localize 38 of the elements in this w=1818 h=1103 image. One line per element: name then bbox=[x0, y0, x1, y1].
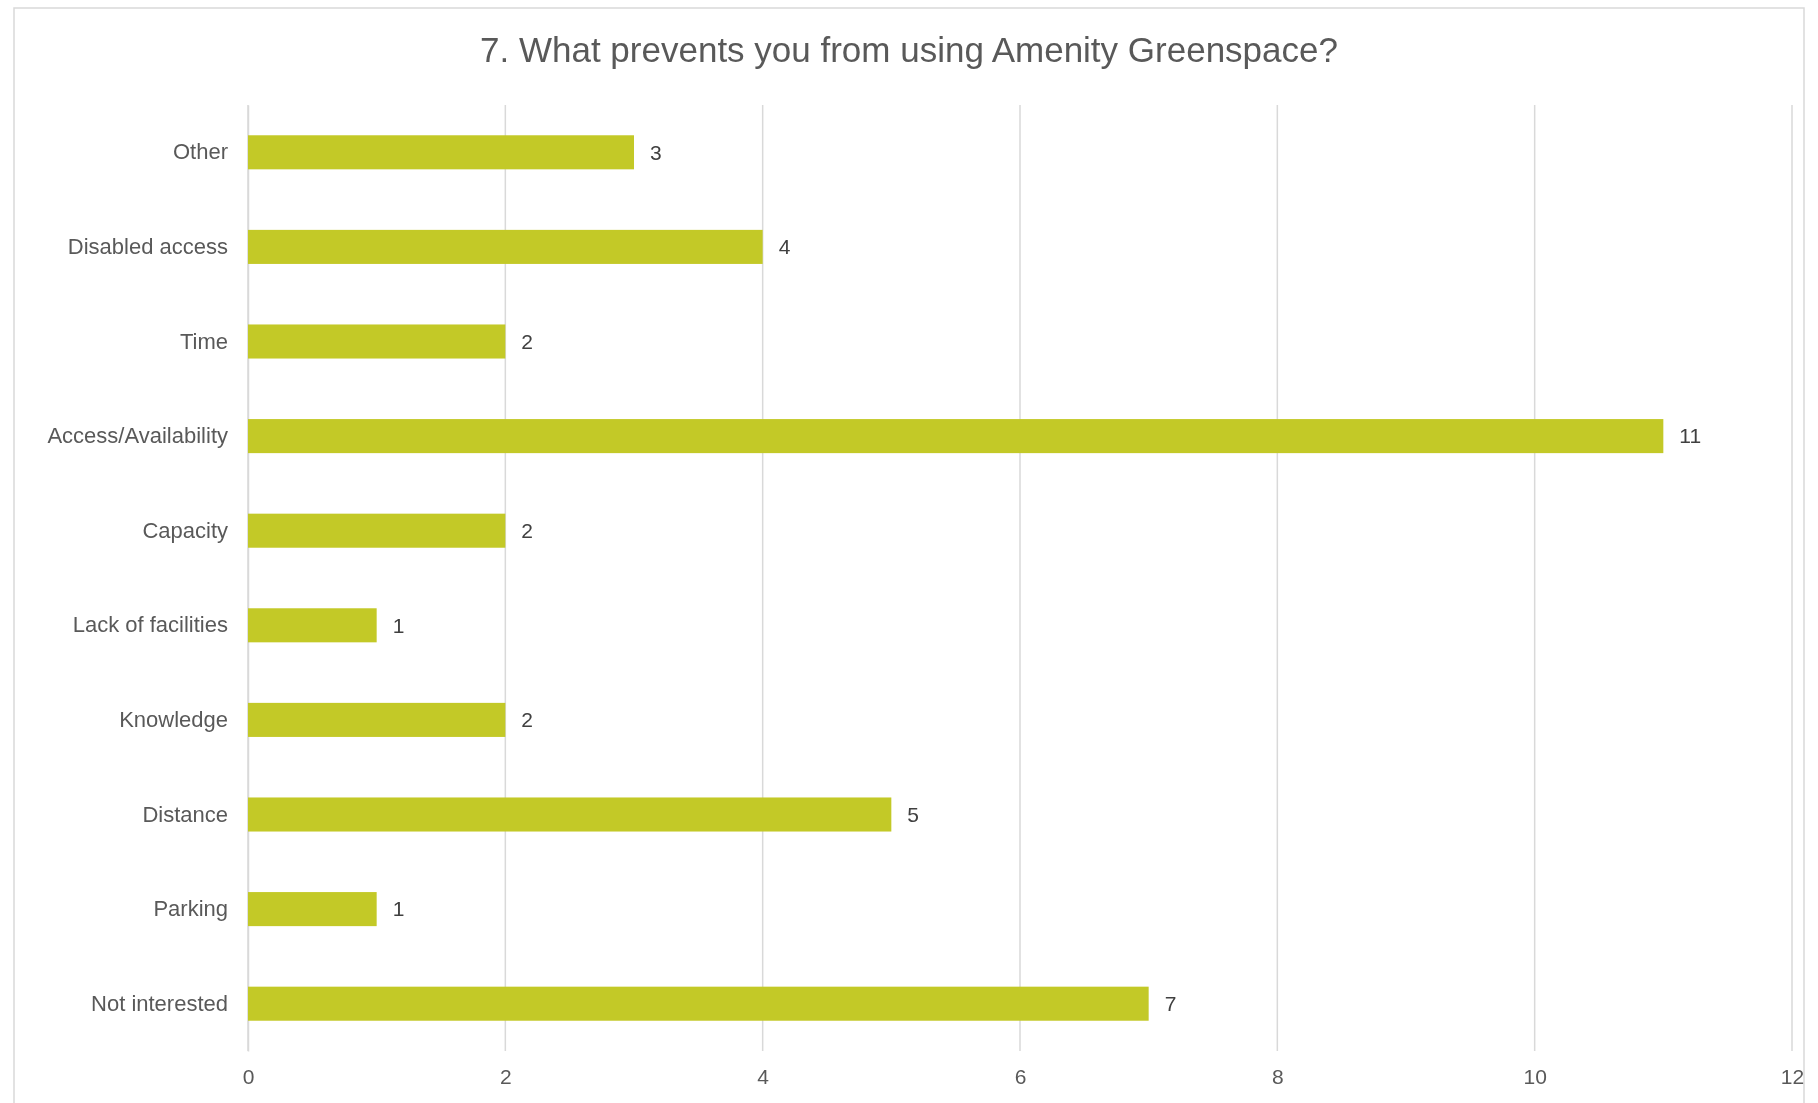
bar bbox=[248, 797, 892, 832]
y-tick-label: Not interested bbox=[91, 990, 228, 1016]
y-tick-label: Distance bbox=[142, 801, 228, 827]
data-label: 1 bbox=[392, 613, 405, 637]
x-tick-label: 6 bbox=[1014, 1064, 1027, 1088]
y-tick-label: Access/Availability bbox=[47, 423, 228, 449]
data-label: 2 bbox=[521, 708, 534, 732]
bar bbox=[248, 324, 506, 359]
x-tick-label: 12 bbox=[1780, 1064, 1805, 1088]
y-tick-label: Disabled access bbox=[67, 233, 228, 259]
data-label: 3 bbox=[650, 140, 662, 164]
bar bbox=[248, 608, 377, 643]
data-label: 4 bbox=[778, 235, 791, 259]
bar bbox=[248, 229, 763, 264]
x-tick-label: 8 bbox=[1271, 1064, 1284, 1088]
data-label: 5 bbox=[907, 802, 920, 826]
x-tick-label: 4 bbox=[757, 1064, 770, 1088]
x-tick-label: 10 bbox=[1523, 1064, 1547, 1088]
y-tick-label: Capacity bbox=[142, 517, 228, 543]
bar bbox=[248, 892, 377, 927]
bar bbox=[248, 419, 1664, 454]
data-label: 7 bbox=[1164, 992, 1177, 1016]
y-tick-label: Parking bbox=[153, 896, 228, 922]
data-label: 1 bbox=[392, 897, 405, 921]
bar bbox=[248, 135, 634, 170]
bar bbox=[248, 702, 506, 737]
data-label: 2 bbox=[521, 519, 534, 543]
data-label: 2 bbox=[521, 329, 534, 353]
bar bbox=[248, 513, 506, 548]
y-tick-label: Other bbox=[172, 139, 228, 165]
y-tick-label: Time bbox=[179, 328, 228, 354]
chart-title: 7. What prevents you from using Amenity Greenspace? bbox=[480, 30, 1338, 69]
bar bbox=[248, 986, 1149, 1021]
y-tick-label: Knowledge bbox=[119, 706, 228, 732]
data-label: 11 bbox=[1679, 424, 1702, 448]
x-tick-label: 0 bbox=[242, 1064, 255, 1088]
x-tick-label: 2 bbox=[499, 1064, 512, 1088]
y-tick-label: Lack of facilities bbox=[72, 612, 228, 638]
